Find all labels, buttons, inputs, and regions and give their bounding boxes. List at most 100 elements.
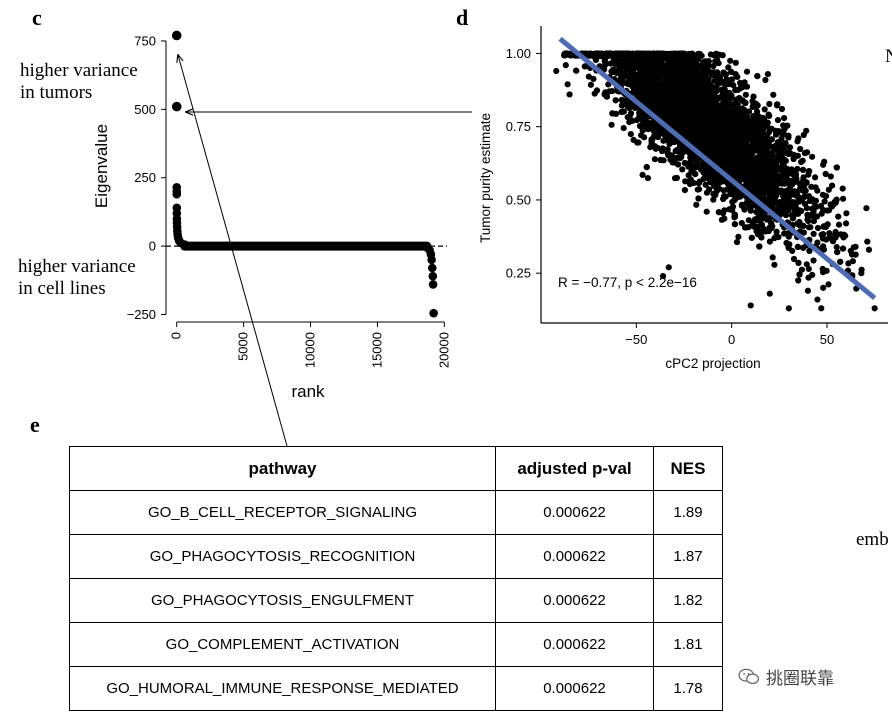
purity-point: [764, 71, 771, 78]
purity-point: [775, 152, 782, 159]
purity-point: [765, 155, 772, 162]
purity-point: [726, 134, 733, 141]
purity-point: [608, 121, 615, 128]
purity-point: [693, 201, 700, 208]
y-tick-label: 500: [134, 102, 156, 117]
purity-point: [712, 154, 719, 161]
purity-point: [725, 64, 732, 71]
purity-point: [732, 71, 739, 78]
purity-point: [837, 258, 844, 265]
purity-point: [725, 122, 732, 129]
panel-label-d: d: [456, 5, 469, 30]
purity-point: [784, 122, 791, 129]
purity-point: [564, 81, 571, 88]
purity-point: [804, 211, 811, 219]
purity-point: [833, 244, 840, 251]
purity-point: [747, 154, 754, 162]
purity-point: [585, 73, 592, 80]
purity-point: [833, 164, 840, 171]
purity-point: [634, 139, 641, 146]
purity-point: [649, 65, 656, 72]
purity-point: [769, 254, 776, 261]
purity-point: [719, 114, 726, 121]
purity-point: [764, 173, 771, 180]
purity-point: [761, 137, 768, 144]
purity-point: [778, 207, 785, 214]
purity-point: [659, 103, 666, 110]
purity-point: [616, 70, 624, 77]
purity-point: [693, 73, 700, 80]
purity-point: [724, 129, 731, 136]
purity-point: [781, 230, 788, 237]
purity-point: [716, 157, 723, 164]
purity-point: [786, 144, 794, 151]
purity-point: [652, 107, 659, 114]
purity-point: [794, 206, 801, 213]
purity-point: [646, 72, 654, 79]
purity-point: [679, 150, 686, 157]
purity-point: [745, 217, 752, 224]
purity-point: [709, 103, 717, 110]
purity-point: [813, 213, 821, 220]
purity-point: [849, 258, 856, 265]
purity-point: [805, 274, 812, 281]
purity-point: [810, 218, 817, 225]
purity-point: [715, 209, 722, 216]
purity-point: [719, 52, 726, 59]
note-higher-variance-tumors: higher variance in tumors: [20, 60, 138, 104]
purity-point: [805, 193, 813, 200]
purity-point: [603, 93, 610, 100]
purity-point: [735, 114, 742, 121]
purity-point: [809, 205, 816, 212]
purity-point: [780, 146, 788, 153]
purity-point: [687, 176, 694, 183]
note-tumors-line1: higher variance: [20, 60, 138, 81]
purity-point: [703, 208, 710, 215]
purity-point: [800, 244, 807, 251]
purity-point: [788, 177, 795, 185]
purity-point: [735, 150, 742, 158]
purity-point: [774, 189, 781, 196]
purity-point: [633, 58, 640, 65]
purity-point: [651, 156, 658, 163]
purity-point: [627, 110, 635, 117]
x-tick-label: 0: [169, 332, 184, 339]
purity-point: [773, 233, 780, 240]
purity-point: [760, 116, 768, 123]
purity-point: [711, 111, 718, 118]
purity-point: [757, 160, 764, 167]
purity-point: [773, 228, 780, 235]
purity-point: [567, 52, 575, 59]
purity-point: [793, 177, 800, 184]
purity-point: [646, 78, 653, 86]
purity-point: [702, 181, 709, 188]
purity-point: [682, 114, 689, 121]
purity-point: [731, 214, 738, 221]
purity-point: [721, 215, 728, 222]
purity-point: [654, 126, 662, 133]
purity-point: [720, 195, 727, 202]
purity-point: [761, 106, 768, 113]
y-tick-label: 0: [149, 239, 156, 254]
purity-point: [694, 87, 701, 94]
purity-point: [839, 245, 847, 252]
purity-point: [614, 57, 621, 64]
purity-point: [840, 234, 847, 241]
purity-point: [749, 220, 757, 227]
purity-point: [601, 56, 608, 63]
purity-point: [695, 180, 702, 187]
purity-point: [734, 188, 741, 195]
eigenvalue-point: [172, 189, 182, 199]
purity-point: [693, 139, 700, 146]
purity-point: [690, 100, 697, 108]
purity-point: [700, 59, 707, 66]
purity-point: [626, 50, 633, 57]
purity-point: [835, 221, 843, 228]
purity-point: [864, 238, 871, 245]
purity-point: [797, 145, 804, 153]
purity-point: [720, 69, 727, 76]
purity-point: [810, 230, 817, 237]
purity-point: [785, 134, 792, 141]
purity-point: [737, 79, 744, 86]
purity-point: [716, 173, 723, 180]
